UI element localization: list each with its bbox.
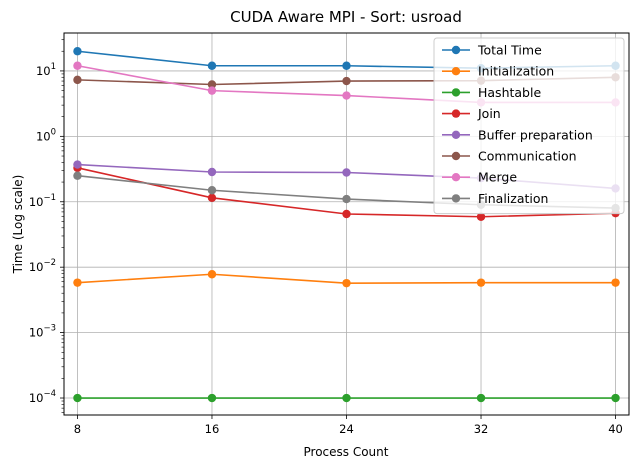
data-point — [342, 168, 351, 177]
y-tick-exponent: −3 — [43, 324, 56, 334]
y-tick-exponent: −4 — [43, 389, 56, 399]
data-point — [611, 393, 620, 403]
data-point — [476, 278, 486, 287]
legend-entry-label: Total Time — [477, 43, 542, 58]
x-tick-label: 8 — [74, 422, 81, 436]
legend-swatch-marker — [451, 173, 461, 182]
y-tick-base: 10 — [29, 326, 44, 340]
legend-swatch-marker — [451, 45, 461, 55]
legend: Total Time Initialization Hashtable Join Buf… — [433, 37, 625, 215]
x-tick-label: 32 — [474, 422, 489, 436]
data-point — [476, 212, 486, 221]
data-point — [207, 193, 217, 202]
y-tick-base: 10 — [29, 391, 44, 405]
y-tick-exponent: 1 — [51, 62, 56, 72]
x-tick-label: 40 — [608, 422, 623, 436]
legend-swatch-marker — [451, 109, 461, 118]
y-tick-base: 10 — [29, 260, 44, 274]
y-tick-label: 10−3 — [29, 324, 56, 340]
legend-entry-label: Buffer preparation — [478, 127, 593, 142]
data-point — [476, 393, 486, 403]
legend-entry-label: Hashtable — [478, 85, 541, 100]
legend-entry-label: Communication — [478, 149, 577, 164]
legend-swatch-marker — [451, 67, 461, 76]
data-point — [73, 160, 82, 169]
y-axis-label: Time (Log scale) — [11, 175, 25, 275]
data-point — [207, 80, 217, 89]
legend-entry-label: Initialization — [478, 64, 554, 79]
y-tick-label: 101 — [36, 62, 56, 78]
y-tick-base: 10 — [29, 195, 44, 209]
data-point — [207, 61, 217, 70]
data-point — [73, 278, 82, 287]
x-axis-label: Process Count — [304, 445, 389, 459]
data-point — [342, 76, 351, 86]
legend-entry-label: Finalization — [478, 191, 548, 206]
data-point — [342, 393, 351, 403]
y-tick-label: 100 — [36, 127, 56, 143]
data-point — [611, 278, 620, 287]
x-tick-label: 16 — [205, 422, 220, 436]
legend-swatch-marker — [451, 130, 461, 139]
data-point — [342, 91, 351, 100]
data-point — [342, 194, 351, 204]
chart-title: CUDA Aware MPI - Sort: usroad — [230, 8, 462, 26]
data-point — [73, 47, 82, 56]
data-point — [73, 171, 82, 180]
y-tick-base: 10 — [36, 129, 51, 143]
y-tick-label: 10−1 — [29, 193, 56, 209]
legend-entry-label: Merge — [478, 170, 517, 185]
legend-swatch-marker — [451, 194, 461, 203]
data-point — [73, 61, 82, 70]
legend-entry-label: Join — [477, 106, 501, 121]
y-tick-exponent: −1 — [43, 193, 56, 203]
data-point — [207, 167, 217, 177]
data-point — [73, 75, 82, 85]
data-point — [342, 61, 351, 70]
y-tick-label: 10−2 — [29, 258, 56, 274]
legend-box — [433, 37, 625, 215]
data-point — [207, 270, 217, 279]
data-point — [342, 209, 351, 219]
data-point — [342, 278, 351, 288]
x-tick-label: 24 — [339, 422, 354, 436]
data-point — [73, 393, 82, 403]
legend-swatch-marker — [451, 151, 461, 161]
data-point — [207, 393, 217, 403]
data-point — [207, 86, 217, 95]
y-tick-label: 10−4 — [29, 389, 56, 405]
y-tick-base: 10 — [36, 64, 51, 78]
y-tick-exponent: −2 — [43, 258, 56, 268]
legend-swatch-marker — [451, 88, 461, 97]
y-tick-exponent: 0 — [51, 127, 56, 137]
data-point — [207, 186, 217, 195]
